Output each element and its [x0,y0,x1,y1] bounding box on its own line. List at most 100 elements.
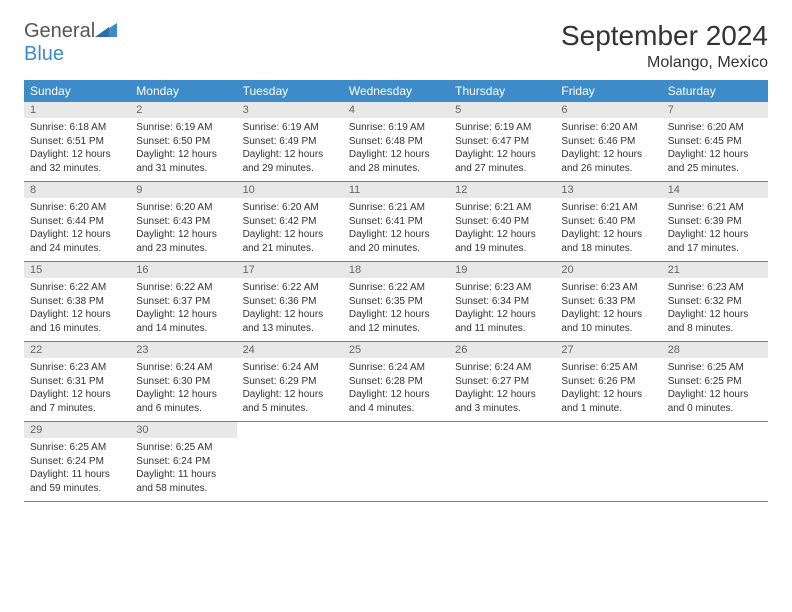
calendar-row: 1Sunrise: 6:18 AMSunset: 6:51 PMDaylight… [24,102,768,182]
calendar-row: 29Sunrise: 6:25 AMSunset: 6:24 PMDayligh… [24,422,768,502]
calendar-cell: 1Sunrise: 6:18 AMSunset: 6:51 PMDaylight… [24,102,130,182]
day-details: Sunrise: 6:20 AMSunset: 6:42 PMDaylight:… [237,198,343,261]
calendar-cell: 15Sunrise: 6:22 AMSunset: 6:38 PMDayligh… [24,262,130,342]
calendar-cell: 28Sunrise: 6:25 AMSunset: 6:25 PMDayligh… [662,342,768,422]
day-details: Sunrise: 6:23 AMSunset: 6:33 PMDaylight:… [555,278,661,341]
calendar-cell [449,422,555,502]
day-details: Sunrise: 6:22 AMSunset: 6:35 PMDaylight:… [343,278,449,341]
calendar-cell: 24Sunrise: 6:24 AMSunset: 6:29 PMDayligh… [237,342,343,422]
calendar-cell: 12Sunrise: 6:21 AMSunset: 6:40 PMDayligh… [449,182,555,262]
calendar-cell: 2Sunrise: 6:19 AMSunset: 6:50 PMDaylight… [130,102,236,182]
day-details: Sunrise: 6:21 AMSunset: 6:41 PMDaylight:… [343,198,449,261]
day-details: Sunrise: 6:24 AMSunset: 6:27 PMDaylight:… [449,358,555,421]
weekday-sunday: Sunday [24,80,130,102]
day-number: 2 [130,102,236,118]
calendar-cell [662,422,768,502]
title-block: September 2024 Molango, Mexico [561,20,768,72]
day-details: Sunrise: 6:22 AMSunset: 6:38 PMDaylight:… [24,278,130,341]
calendar-row: 8Sunrise: 6:20 AMSunset: 6:44 PMDaylight… [24,182,768,262]
day-number: 29 [24,422,130,438]
calendar-cell [343,422,449,502]
calendar-row: 22Sunrise: 6:23 AMSunset: 6:31 PMDayligh… [24,342,768,422]
day-details: Sunrise: 6:22 AMSunset: 6:37 PMDaylight:… [130,278,236,341]
calendar-cell: 17Sunrise: 6:22 AMSunset: 6:36 PMDayligh… [237,262,343,342]
day-number: 5 [449,102,555,118]
day-details: Sunrise: 6:18 AMSunset: 6:51 PMDaylight:… [24,118,130,181]
day-details: Sunrise: 6:21 AMSunset: 6:40 PMDaylight:… [449,198,555,261]
calendar-cell: 8Sunrise: 6:20 AMSunset: 6:44 PMDaylight… [24,182,130,262]
day-number: 10 [237,182,343,198]
logo-text-general: General [24,20,95,42]
day-number: 7 [662,102,768,118]
calendar-cell: 13Sunrise: 6:21 AMSunset: 6:40 PMDayligh… [555,182,661,262]
day-details: Sunrise: 6:25 AMSunset: 6:25 PMDaylight:… [662,358,768,421]
weekday-header-row: Sunday Monday Tuesday Wednesday Thursday… [24,80,768,102]
day-details: Sunrise: 6:25 AMSunset: 6:24 PMDaylight:… [24,438,130,501]
day-details: Sunrise: 6:21 AMSunset: 6:39 PMDaylight:… [662,198,768,261]
logo-text-blue: Blue [24,43,64,65]
day-number: 25 [343,342,449,358]
day-details: Sunrise: 6:24 AMSunset: 6:29 PMDaylight:… [237,358,343,421]
day-number: 20 [555,262,661,278]
day-number: 14 [662,182,768,198]
day-number: 23 [130,342,236,358]
day-details: Sunrise: 6:20 AMSunset: 6:43 PMDaylight:… [130,198,236,261]
calendar-cell: 27Sunrise: 6:25 AMSunset: 6:26 PMDayligh… [555,342,661,422]
calendar-cell: 6Sunrise: 6:20 AMSunset: 6:46 PMDaylight… [555,102,661,182]
calendar-table: Sunday Monday Tuesday Wednesday Thursday… [24,80,768,502]
day-details: Sunrise: 6:19 AMSunset: 6:48 PMDaylight:… [343,118,449,181]
day-number: 3 [237,102,343,118]
calendar-cell: 3Sunrise: 6:19 AMSunset: 6:49 PMDaylight… [237,102,343,182]
day-number: 18 [343,262,449,278]
calendar-cell: 25Sunrise: 6:24 AMSunset: 6:28 PMDayligh… [343,342,449,422]
calendar-cell: 16Sunrise: 6:22 AMSunset: 6:37 PMDayligh… [130,262,236,342]
calendar-cell: 5Sunrise: 6:19 AMSunset: 6:47 PMDaylight… [449,102,555,182]
calendar-cell: 22Sunrise: 6:23 AMSunset: 6:31 PMDayligh… [24,342,130,422]
day-number: 17 [237,262,343,278]
calendar-cell: 23Sunrise: 6:24 AMSunset: 6:30 PMDayligh… [130,342,236,422]
weekday-wednesday: Wednesday [343,80,449,102]
day-number: 1 [24,102,130,118]
calendar-cell: 29Sunrise: 6:25 AMSunset: 6:24 PMDayligh… [24,422,130,502]
day-number: 24 [237,342,343,358]
calendar-cell: 30Sunrise: 6:25 AMSunset: 6:24 PMDayligh… [130,422,236,502]
calendar-cell: 4Sunrise: 6:19 AMSunset: 6:48 PMDaylight… [343,102,449,182]
day-number: 28 [662,342,768,358]
day-number: 13 [555,182,661,198]
calendar-cell: 26Sunrise: 6:24 AMSunset: 6:27 PMDayligh… [449,342,555,422]
day-number: 4 [343,102,449,118]
weekday-monday: Monday [130,80,236,102]
weekday-thursday: Thursday [449,80,555,102]
day-details: Sunrise: 6:20 AMSunset: 6:44 PMDaylight:… [24,198,130,261]
day-number: 30 [130,422,236,438]
calendar-cell: 14Sunrise: 6:21 AMSunset: 6:39 PMDayligh… [662,182,768,262]
day-details: Sunrise: 6:20 AMSunset: 6:46 PMDaylight:… [555,118,661,181]
calendar-row: 15Sunrise: 6:22 AMSunset: 6:38 PMDayligh… [24,262,768,342]
weekday-saturday: Saturday [662,80,768,102]
logo: General Blue [24,20,117,66]
day-details: Sunrise: 6:22 AMSunset: 6:36 PMDaylight:… [237,278,343,341]
calendar-cell: 10Sunrise: 6:20 AMSunset: 6:42 PMDayligh… [237,182,343,262]
day-number: 12 [449,182,555,198]
day-details: Sunrise: 6:24 AMSunset: 6:28 PMDaylight:… [343,358,449,421]
day-details: Sunrise: 6:20 AMSunset: 6:45 PMDaylight:… [662,118,768,181]
weekday-friday: Friday [555,80,661,102]
day-number: 27 [555,342,661,358]
day-details: Sunrise: 6:19 AMSunset: 6:47 PMDaylight:… [449,118,555,181]
logo-triangle-icon [95,21,117,37]
calendar-cell: 19Sunrise: 6:23 AMSunset: 6:34 PMDayligh… [449,262,555,342]
calendar-cell: 9Sunrise: 6:20 AMSunset: 6:43 PMDaylight… [130,182,236,262]
header: General Blue September 2024 Molango, Mex… [24,20,768,72]
day-number: 26 [449,342,555,358]
day-number: 22 [24,342,130,358]
day-number: 8 [24,182,130,198]
day-number: 15 [24,262,130,278]
logo-text: General Blue [24,20,117,66]
calendar-cell: 21Sunrise: 6:23 AMSunset: 6:32 PMDayligh… [662,262,768,342]
calendar-cell: 11Sunrise: 6:21 AMSunset: 6:41 PMDayligh… [343,182,449,262]
day-details: Sunrise: 6:25 AMSunset: 6:26 PMDaylight:… [555,358,661,421]
day-details: Sunrise: 6:21 AMSunset: 6:40 PMDaylight:… [555,198,661,261]
calendar-cell [555,422,661,502]
day-number: 6 [555,102,661,118]
calendar-body: 1Sunrise: 6:18 AMSunset: 6:51 PMDaylight… [24,102,768,502]
